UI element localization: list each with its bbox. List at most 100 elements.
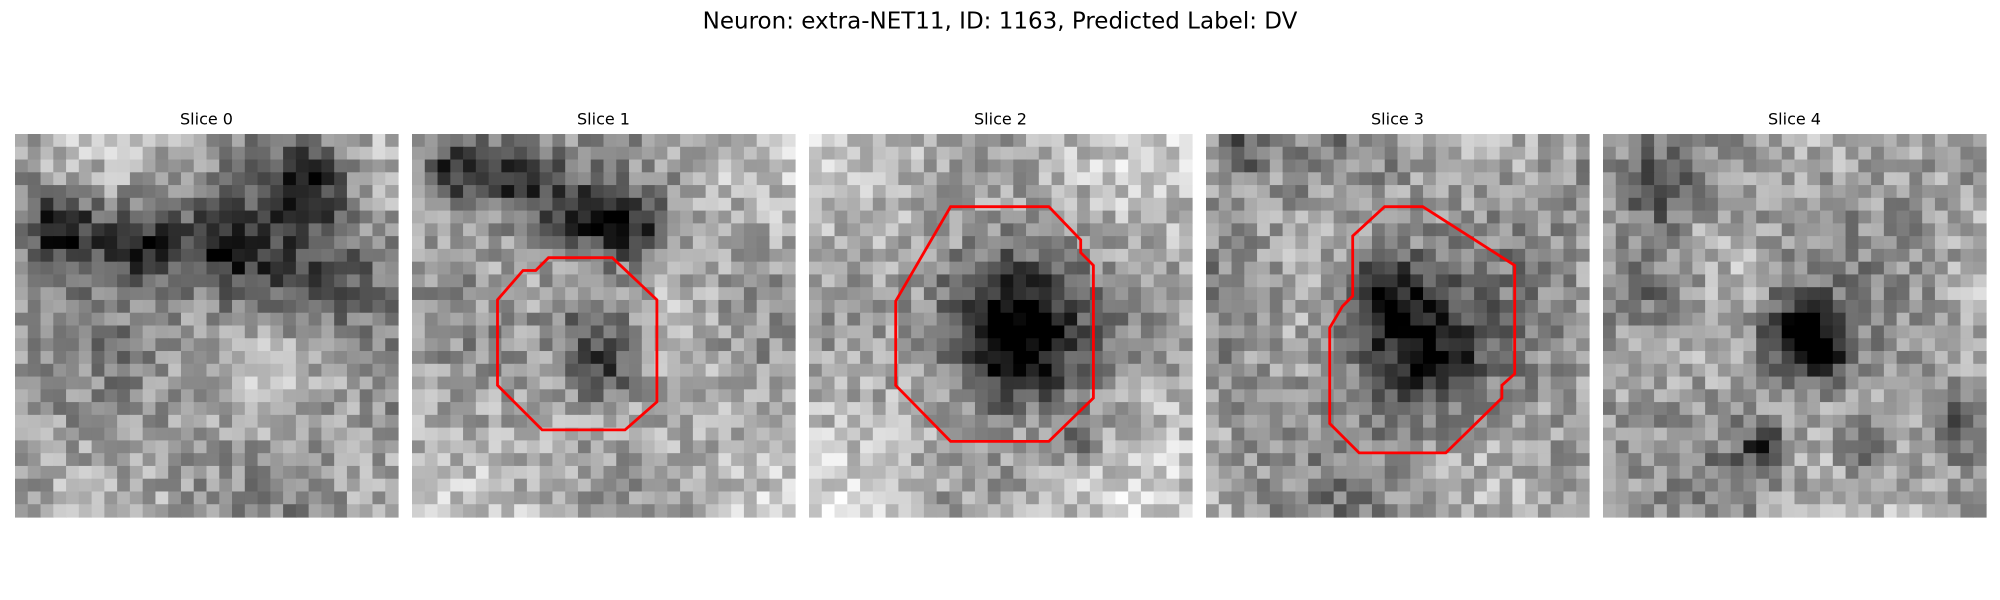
pixel bbox=[244, 274, 259, 288]
pixel bbox=[1679, 261, 1693, 276]
pixel bbox=[1320, 236, 1335, 250]
pixel bbox=[552, 351, 566, 365]
pixel bbox=[616, 134, 630, 148]
pixel bbox=[769, 248, 783, 263]
pixel bbox=[78, 389, 93, 403]
pixel bbox=[1550, 312, 1565, 327]
pixel bbox=[1359, 491, 1373, 505]
pixel bbox=[1179, 427, 1193, 441]
pixel bbox=[1768, 197, 1783, 212]
pixel bbox=[1153, 172, 1168, 186]
pixel bbox=[769, 363, 783, 378]
pixel bbox=[1934, 248, 1949, 263]
pixel bbox=[616, 236, 630, 250]
pixel bbox=[667, 312, 681, 327]
pixel bbox=[1832, 299, 1847, 314]
pixel bbox=[821, 185, 836, 199]
pixel bbox=[1960, 453, 1974, 467]
pixel bbox=[1064, 146, 1078, 161]
pixel bbox=[1679, 185, 1693, 199]
pixel bbox=[1896, 363, 1910, 378]
pixel bbox=[283, 312, 297, 327]
pixel bbox=[1218, 159, 1233, 173]
pixel bbox=[232, 427, 246, 441]
pixel bbox=[1563, 299, 1577, 314]
pixel bbox=[565, 402, 579, 416]
pixel bbox=[257, 414, 271, 429]
pixel bbox=[1781, 427, 1796, 441]
pixel bbox=[1244, 299, 1258, 314]
pixel bbox=[641, 440, 656, 454]
pixel bbox=[629, 465, 643, 480]
pixel bbox=[142, 338, 157, 352]
pixel bbox=[1089, 427, 1104, 441]
pixel bbox=[257, 274, 271, 288]
pixel bbox=[1973, 197, 1987, 212]
pixel bbox=[334, 414, 348, 429]
pixel bbox=[270, 223, 284, 237]
pixel bbox=[27, 325, 42, 339]
pixel bbox=[437, 351, 451, 365]
pixel bbox=[168, 414, 182, 429]
pixel bbox=[1102, 351, 1116, 365]
pixel bbox=[1973, 427, 1987, 441]
pixel bbox=[680, 197, 694, 212]
pixel bbox=[1896, 197, 1910, 212]
pixel bbox=[629, 351, 643, 365]
pixel bbox=[1448, 453, 1462, 467]
pixel bbox=[731, 299, 745, 314]
pixel bbox=[821, 287, 836, 301]
pixel bbox=[219, 287, 233, 301]
pixel bbox=[372, 363, 386, 378]
pixel bbox=[974, 440, 989, 454]
pixel bbox=[821, 351, 836, 365]
pixel bbox=[180, 146, 195, 161]
pixel bbox=[1768, 274, 1783, 288]
pixel bbox=[1947, 146, 1962, 161]
pixel bbox=[1448, 478, 1462, 493]
pixel bbox=[1333, 363, 1348, 378]
pixel bbox=[15, 210, 29, 224]
pixel bbox=[1654, 465, 1668, 480]
pixel bbox=[923, 299, 938, 314]
pixel bbox=[53, 312, 67, 327]
pixel bbox=[1410, 299, 1424, 314]
pixel bbox=[860, 248, 874, 263]
pixel bbox=[565, 504, 579, 518]
pixel bbox=[1038, 453, 1053, 467]
pixel bbox=[1641, 261, 1655, 276]
pixel bbox=[936, 185, 951, 199]
pixel bbox=[834, 389, 848, 403]
pixel bbox=[193, 274, 208, 288]
pixel bbox=[206, 504, 220, 518]
pixel bbox=[1692, 363, 1706, 378]
pixel bbox=[718, 159, 732, 173]
pixel bbox=[1371, 159, 1386, 173]
pixel bbox=[53, 376, 67, 390]
pixel bbox=[1295, 299, 1309, 314]
pixel bbox=[629, 223, 643, 237]
pixel bbox=[463, 414, 477, 429]
pixel bbox=[1410, 312, 1424, 327]
pixel bbox=[731, 453, 745, 467]
pixel bbox=[1563, 389, 1577, 403]
pixel bbox=[1371, 287, 1386, 301]
pixel bbox=[1051, 351, 1065, 365]
pixel bbox=[219, 134, 233, 148]
pixel bbox=[412, 491, 426, 505]
pixel bbox=[1115, 504, 1129, 518]
pixel bbox=[346, 210, 361, 224]
pixel bbox=[654, 491, 668, 505]
pixel bbox=[1679, 134, 1693, 148]
pixel bbox=[847, 376, 861, 390]
pixel bbox=[283, 376, 297, 390]
pixel bbox=[911, 478, 925, 493]
pixel bbox=[1807, 453, 1821, 467]
pixel bbox=[129, 146, 144, 161]
pixel bbox=[1896, 210, 1910, 224]
pixel bbox=[257, 299, 271, 314]
pixel bbox=[692, 491, 707, 505]
pixel bbox=[1666, 146, 1681, 161]
pixel bbox=[1499, 236, 1513, 250]
pixel bbox=[1051, 478, 1065, 493]
